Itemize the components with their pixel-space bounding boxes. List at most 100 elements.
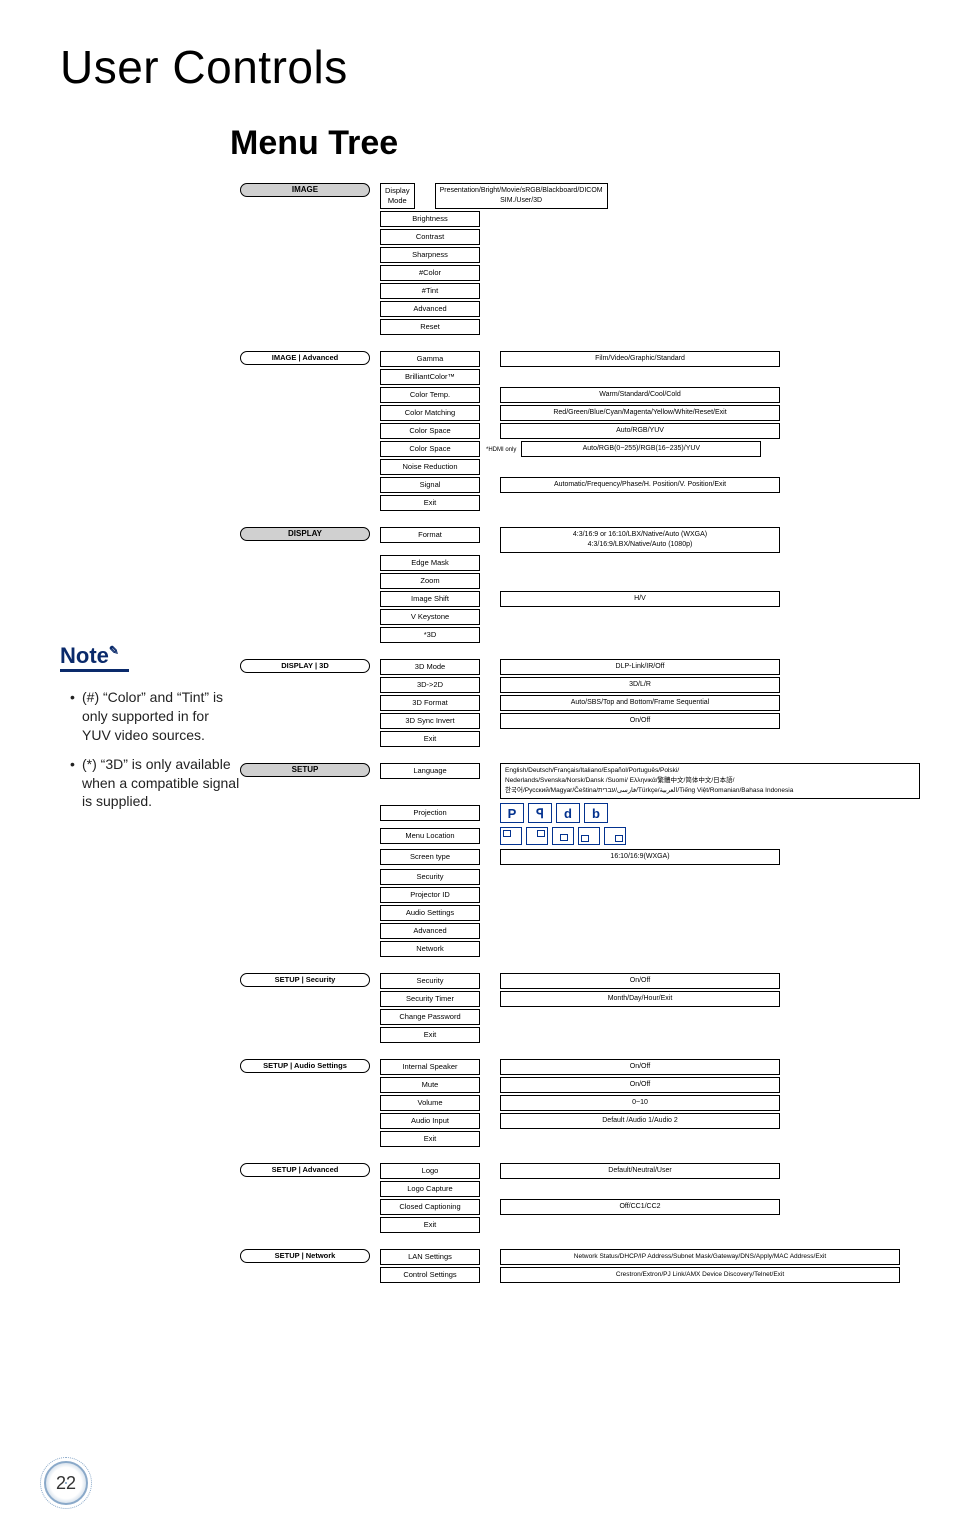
menu-value: Default /Audio 1/Audio 2	[500, 1113, 780, 1129]
menu-item: Zoom	[380, 573, 480, 589]
menu-item: Exit	[380, 1027, 480, 1043]
menu-value: 4:3/16:9 or 16:10/LBX/Native/Auto (WXGA)…	[500, 527, 780, 553]
menu-item: 3D Format	[380, 695, 480, 711]
section-title: Menu Tree	[230, 124, 904, 163]
menu-value: Film/Video/Graphic/Standard	[500, 351, 780, 367]
note-item: (*) “3D” is only available when a compat…	[70, 755, 240, 812]
menu-value: H/V	[500, 591, 780, 607]
menu-item: Color Matching	[380, 405, 480, 421]
menu-item: 3D->2D	[380, 677, 480, 693]
menu-item: Exit	[380, 1217, 480, 1233]
projection-icon: P	[500, 803, 524, 823]
menu-item: Brightness	[380, 211, 480, 227]
menu-item: Projection	[380, 805, 480, 821]
menu-item: Security	[380, 869, 480, 885]
menu-item: LAN Settings	[380, 1249, 480, 1265]
menu-value: Crestron/Extron/PJ Link/AMX Device Disco…	[500, 1267, 900, 1283]
menu-value: Network Status/DHCP/IP Address/Subnet Ma…	[500, 1249, 900, 1265]
menu-item: 3D Mode	[380, 659, 480, 675]
menu-item: Logo	[380, 1163, 480, 1179]
menu-value: Auto/SBS/Top and Bottom/Frame Sequential	[500, 695, 780, 711]
note-item: (#) “Color” and “Tint” is only supported…	[70, 688, 240, 745]
menu-item: Security	[380, 973, 480, 989]
page-number: 22	[44, 1461, 88, 1505]
menu-item: Display Mode	[380, 183, 415, 209]
menu-head-setup-network: SETUP | Network	[240, 1249, 370, 1263]
menu-item: Change Password	[380, 1009, 480, 1025]
menu-item: Audio Input	[380, 1113, 480, 1129]
menu-head-setup-audio: SETUP | Audio Settings	[240, 1059, 370, 1073]
menu-item: Control Settings	[380, 1267, 480, 1283]
menu-item: BrilliantColor™	[380, 369, 480, 385]
menu-item: Closed Captioning	[380, 1199, 480, 1215]
menu-item: Screen type	[380, 849, 480, 865]
menu-item: Signal	[380, 477, 480, 493]
projection-icons: P ꟼ d b	[500, 803, 608, 823]
menu-value: Automatic/Frequency/Phase/H. Position/V.…	[500, 477, 780, 493]
page-title: User Controls	[60, 40, 904, 94]
menu-location-icon	[578, 827, 600, 845]
menu-value: Auto/RGB/YUV	[500, 423, 780, 439]
menu-value: 3D/L/R	[500, 677, 780, 693]
menu-tree: IMAGE Display Mode Presentation/Bright/M…	[240, 183, 920, 1285]
menu-item: #Color	[380, 265, 480, 281]
menu-location-icon	[552, 827, 574, 845]
menu-value: On/Off	[500, 1059, 780, 1075]
menu-value: Month/Day/Hour/Exit	[500, 991, 780, 1007]
projection-icon: d	[556, 803, 580, 823]
menu-item: Language	[380, 763, 480, 779]
menu-head-image-advanced: IMAGE | Advanced	[240, 351, 370, 365]
menu-item: Network	[380, 941, 480, 957]
menu-item: Contrast	[380, 229, 480, 245]
menu-value: Warm/Standard/Cool/Cold	[500, 387, 780, 403]
note-sidebar: Note✎ (#) “Color” and “Tint” is only sup…	[60, 183, 240, 821]
menu-item: Reset	[380, 319, 480, 335]
menu-item: Security Timer	[380, 991, 480, 1007]
menu-item: Internal Speaker	[380, 1059, 480, 1075]
menu-item: *3D	[380, 627, 480, 643]
menu-value: On/Off	[500, 1077, 780, 1093]
menu-location-icon	[604, 827, 626, 845]
menu-location-icon	[526, 827, 548, 845]
menu-head-setup: SETUP	[240, 763, 370, 777]
menu-item: Projector ID	[380, 887, 480, 903]
menu-item: #Tint	[380, 283, 480, 299]
menu-item: Exit	[380, 495, 480, 511]
menu-item: V Keystone	[380, 609, 480, 625]
menu-item: Audio Settings	[380, 905, 480, 921]
menu-item: Edge Mask	[380, 555, 480, 571]
menu-item: Sharpness	[380, 247, 480, 263]
menu-value: Red/Green/Blue/Cyan/Magenta/Yellow/White…	[500, 405, 780, 421]
menu-value: Auto/RGB(0~255)/RGB(16~235)/YUV	[521, 441, 761, 457]
note-icon: ✎	[109, 644, 119, 658]
menu-value: 0~10	[500, 1095, 780, 1111]
menu-item: Color Temp.	[380, 387, 480, 403]
menu-value: Off/CC1/CC2	[500, 1199, 780, 1215]
projection-icon: b	[584, 803, 608, 823]
menu-location-icons	[500, 827, 626, 845]
menu-item: Exit	[380, 1131, 480, 1147]
menu-value: On/Off	[500, 973, 780, 989]
note-header: Note✎	[60, 643, 129, 672]
menu-value: 16:10/16:9(WXGA)	[500, 849, 780, 865]
menu-item: Advanced	[380, 923, 480, 939]
menu-item: Menu Location	[380, 828, 480, 844]
menu-value: Presentation/Bright/Movie/sRGB/Blackboar…	[435, 183, 608, 209]
projection-icon: ꟼ	[528, 803, 552, 823]
menu-item: Mute	[380, 1077, 480, 1093]
hdmi-only-note: *HDMI only	[486, 447, 516, 453]
menu-head-setup-advanced: SETUP | Advanced	[240, 1163, 370, 1177]
menu-item: Exit	[380, 731, 480, 747]
menu-value: On/Off	[500, 713, 780, 729]
language-list: English/Deutsch/Français/Italiano/Españo…	[500, 763, 920, 799]
menu-item: Image Shift	[380, 591, 480, 607]
menu-item: Format	[380, 527, 480, 543]
menu-item: Color Space	[380, 423, 480, 439]
menu-item: 3D Sync Invert	[380, 713, 480, 729]
menu-item: Gamma	[380, 351, 480, 367]
menu-item: Advanced	[380, 301, 480, 317]
menu-head-display-3d: DISPLAY | 3D	[240, 659, 370, 673]
menu-item: Volume	[380, 1095, 480, 1111]
menu-value: Default/Neutral/User	[500, 1163, 780, 1179]
menu-head-image: IMAGE	[240, 183, 370, 197]
